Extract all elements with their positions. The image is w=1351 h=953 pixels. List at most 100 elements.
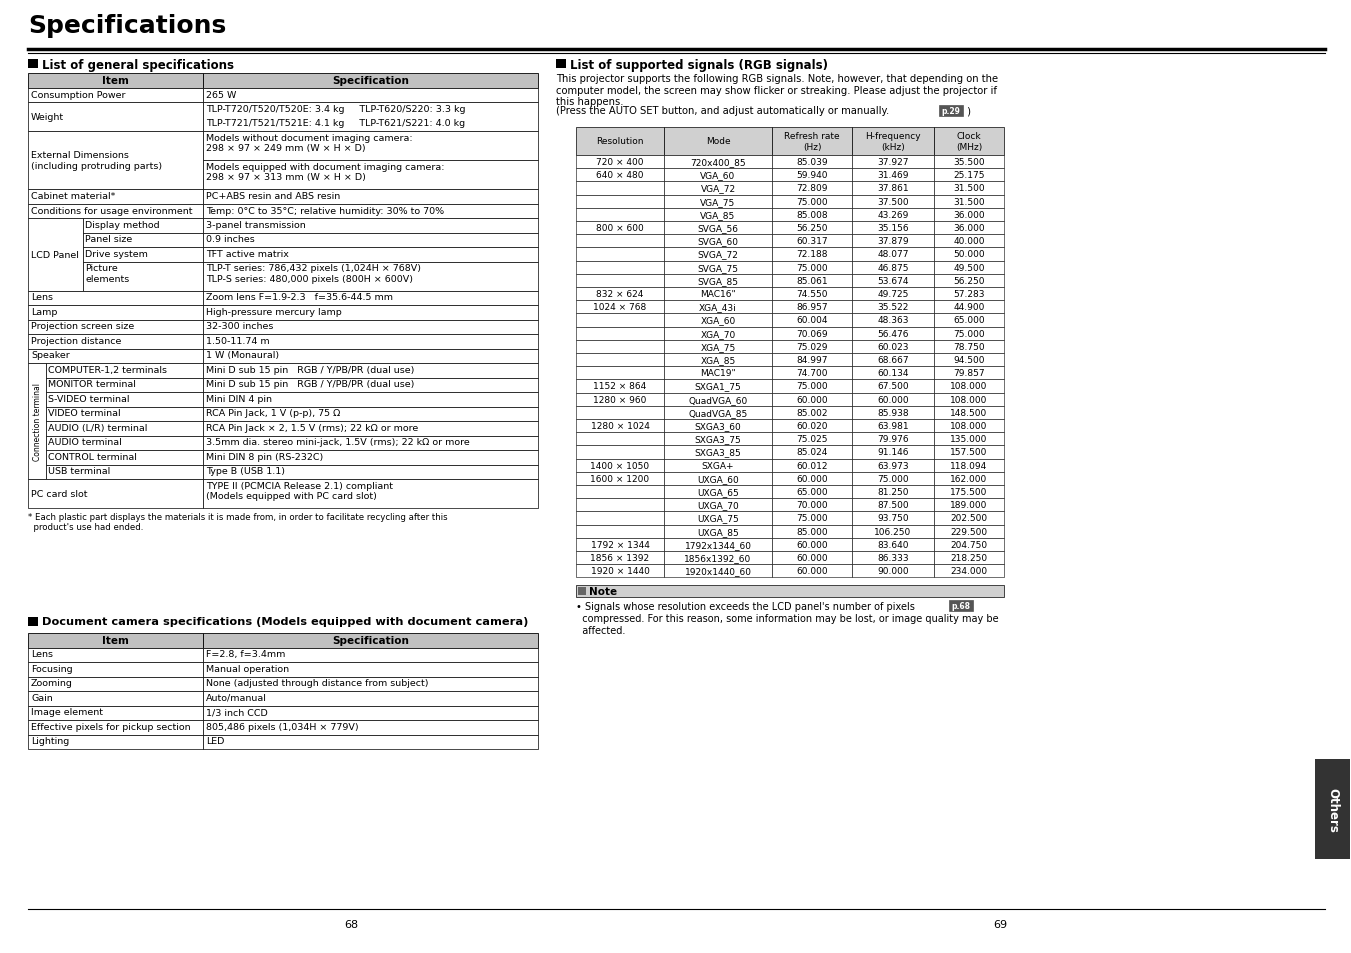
Bar xyxy=(852,156,934,169)
Text: TLP-T721/T521/T521E: 4.1 kg     TLP-T621/S221: 4.0 kg: TLP-T721/T521/T521E: 4.1 kg TLP-T621/S22… xyxy=(205,119,465,129)
Bar xyxy=(852,301,934,314)
Bar xyxy=(852,433,934,446)
Bar xyxy=(934,209,1004,222)
Text: 1280 × 1024: 1280 × 1024 xyxy=(590,421,650,431)
Text: 46.875: 46.875 xyxy=(877,263,909,273)
Bar xyxy=(852,512,934,525)
Text: 229.500: 229.500 xyxy=(951,527,988,537)
Text: 75.000: 75.000 xyxy=(796,263,828,273)
Text: 265 W: 265 W xyxy=(205,91,236,99)
Bar xyxy=(771,538,852,552)
Bar xyxy=(934,274,1004,288)
Bar xyxy=(576,538,663,552)
Text: Mode: Mode xyxy=(705,137,731,147)
Text: SXGA1_75: SXGA1_75 xyxy=(694,382,742,391)
Bar xyxy=(934,564,1004,578)
Text: Mini D sub 15 pin   RGB / Y/PB/PR (dual use): Mini D sub 15 pin RGB / Y/PB/PR (dual us… xyxy=(205,366,415,375)
Bar xyxy=(934,473,1004,485)
Text: p.68: p.68 xyxy=(951,601,970,610)
Text: 40.000: 40.000 xyxy=(954,237,985,246)
Text: 60.000: 60.000 xyxy=(877,395,909,404)
Text: 1400 × 1050: 1400 × 1050 xyxy=(590,461,650,470)
Bar xyxy=(934,156,1004,169)
Bar xyxy=(576,446,663,459)
Bar xyxy=(934,169,1004,182)
Text: 68.667: 68.667 xyxy=(877,355,909,365)
Bar xyxy=(203,451,538,465)
Text: 60.000: 60.000 xyxy=(796,554,828,562)
Bar xyxy=(557,60,566,69)
Text: Mini DIN 4 pin: Mini DIN 4 pin xyxy=(205,395,272,403)
Bar xyxy=(203,465,538,479)
Bar xyxy=(28,219,82,292)
Text: SXGA+: SXGA+ xyxy=(701,461,734,470)
Text: 85.039: 85.039 xyxy=(796,158,828,167)
Bar xyxy=(663,446,771,459)
Text: VGA_75: VGA_75 xyxy=(700,197,736,207)
Bar xyxy=(28,320,203,335)
Text: 1.50-11.74 m: 1.50-11.74 m xyxy=(205,336,270,346)
Text: 86.957: 86.957 xyxy=(796,303,828,312)
Text: 31.500: 31.500 xyxy=(954,184,985,193)
Bar xyxy=(852,222,934,235)
Bar xyxy=(663,525,771,538)
Bar xyxy=(934,433,1004,446)
Bar xyxy=(28,364,46,479)
Text: 60.012: 60.012 xyxy=(796,461,828,470)
Text: Lighting: Lighting xyxy=(31,737,69,745)
Text: 85.024: 85.024 xyxy=(796,448,828,457)
Bar xyxy=(576,586,1004,598)
Text: 59.940: 59.940 xyxy=(796,172,828,180)
Bar xyxy=(576,512,663,525)
Bar xyxy=(28,292,203,306)
Text: 1856x1392_60: 1856x1392_60 xyxy=(685,554,751,562)
Text: Zoom lens F=1.9-2.3   f=35.6-44.5 mm: Zoom lens F=1.9-2.3 f=35.6-44.5 mm xyxy=(205,294,393,302)
Bar xyxy=(203,720,538,735)
Text: 75.029: 75.029 xyxy=(796,342,828,352)
Text: SVGA_75: SVGA_75 xyxy=(697,263,739,273)
Bar xyxy=(576,301,663,314)
Text: UXGA_70: UXGA_70 xyxy=(697,500,739,510)
Text: Drive system: Drive system xyxy=(85,250,147,258)
Text: LCD Panel: LCD Panel xyxy=(31,251,78,259)
Bar xyxy=(203,364,538,378)
Bar xyxy=(663,564,771,578)
Bar xyxy=(934,446,1004,459)
Bar xyxy=(852,128,934,156)
Text: 37.500: 37.500 xyxy=(877,197,909,207)
Text: 162.000: 162.000 xyxy=(950,475,988,483)
Text: 106.250: 106.250 xyxy=(874,527,912,537)
Bar xyxy=(663,327,771,340)
Bar xyxy=(934,340,1004,354)
Bar xyxy=(46,465,203,479)
Text: QuadVGA_60: QuadVGA_60 xyxy=(689,395,747,404)
Text: 65.000: 65.000 xyxy=(796,488,828,497)
Text: TYPE II (PCMCIA Release 2.1) compliant
(Models equipped with PC card slot): TYPE II (PCMCIA Release 2.1) compliant (… xyxy=(205,481,393,501)
Text: 60.317: 60.317 xyxy=(796,237,828,246)
Text: PC card slot: PC card slot xyxy=(31,490,88,498)
Text: 800 × 600: 800 × 600 xyxy=(596,224,644,233)
Text: Refresh rate
(Hz): Refresh rate (Hz) xyxy=(784,132,840,152)
Text: 85.000: 85.000 xyxy=(796,527,828,537)
Bar xyxy=(771,209,852,222)
Text: Zooming: Zooming xyxy=(31,679,73,688)
Text: List of general specifications: List of general specifications xyxy=(42,59,234,71)
Bar xyxy=(771,354,852,367)
Text: 83.640: 83.640 xyxy=(877,540,909,549)
Text: 48.363: 48.363 xyxy=(877,316,909,325)
Text: QuadVGA_85: QuadVGA_85 xyxy=(689,409,747,417)
Bar xyxy=(663,182,771,195)
Bar xyxy=(934,327,1004,340)
Text: Connection terminal: Connection terminal xyxy=(32,382,42,460)
Text: Specification: Specification xyxy=(332,76,409,86)
Text: compressed. For this reason, some information may be lost, or image quality may : compressed. For this reason, some inform… xyxy=(576,614,998,636)
Text: 72.188: 72.188 xyxy=(796,251,828,259)
Bar xyxy=(771,274,852,288)
Text: SXGA3_60: SXGA3_60 xyxy=(694,421,742,431)
Bar xyxy=(203,436,538,451)
Text: Focusing: Focusing xyxy=(31,664,73,673)
Bar xyxy=(203,634,538,648)
Bar xyxy=(576,406,663,419)
Bar xyxy=(934,128,1004,156)
Bar xyxy=(852,169,934,182)
